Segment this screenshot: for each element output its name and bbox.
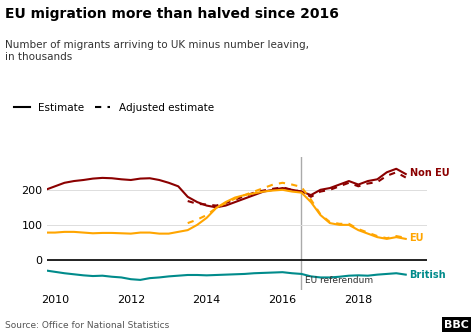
Text: British: British [410, 270, 446, 280]
Text: EU migration more than halved since 2016: EU migration more than halved since 2016 [5, 7, 338, 21]
Text: Source: Office for National Statistics: Source: Office for National Statistics [5, 321, 169, 330]
Text: Number of migrants arriving to UK minus number leaving,
in thousands: Number of migrants arriving to UK minus … [5, 40, 309, 62]
Text: EU referendum: EU referendum [305, 276, 374, 285]
Text: Non EU: Non EU [410, 168, 449, 178]
Text: BBC: BBC [445, 320, 469, 330]
Text: EU: EU [410, 233, 424, 243]
Legend: Estimate, Adjusted estimate: Estimate, Adjusted estimate [10, 99, 218, 117]
